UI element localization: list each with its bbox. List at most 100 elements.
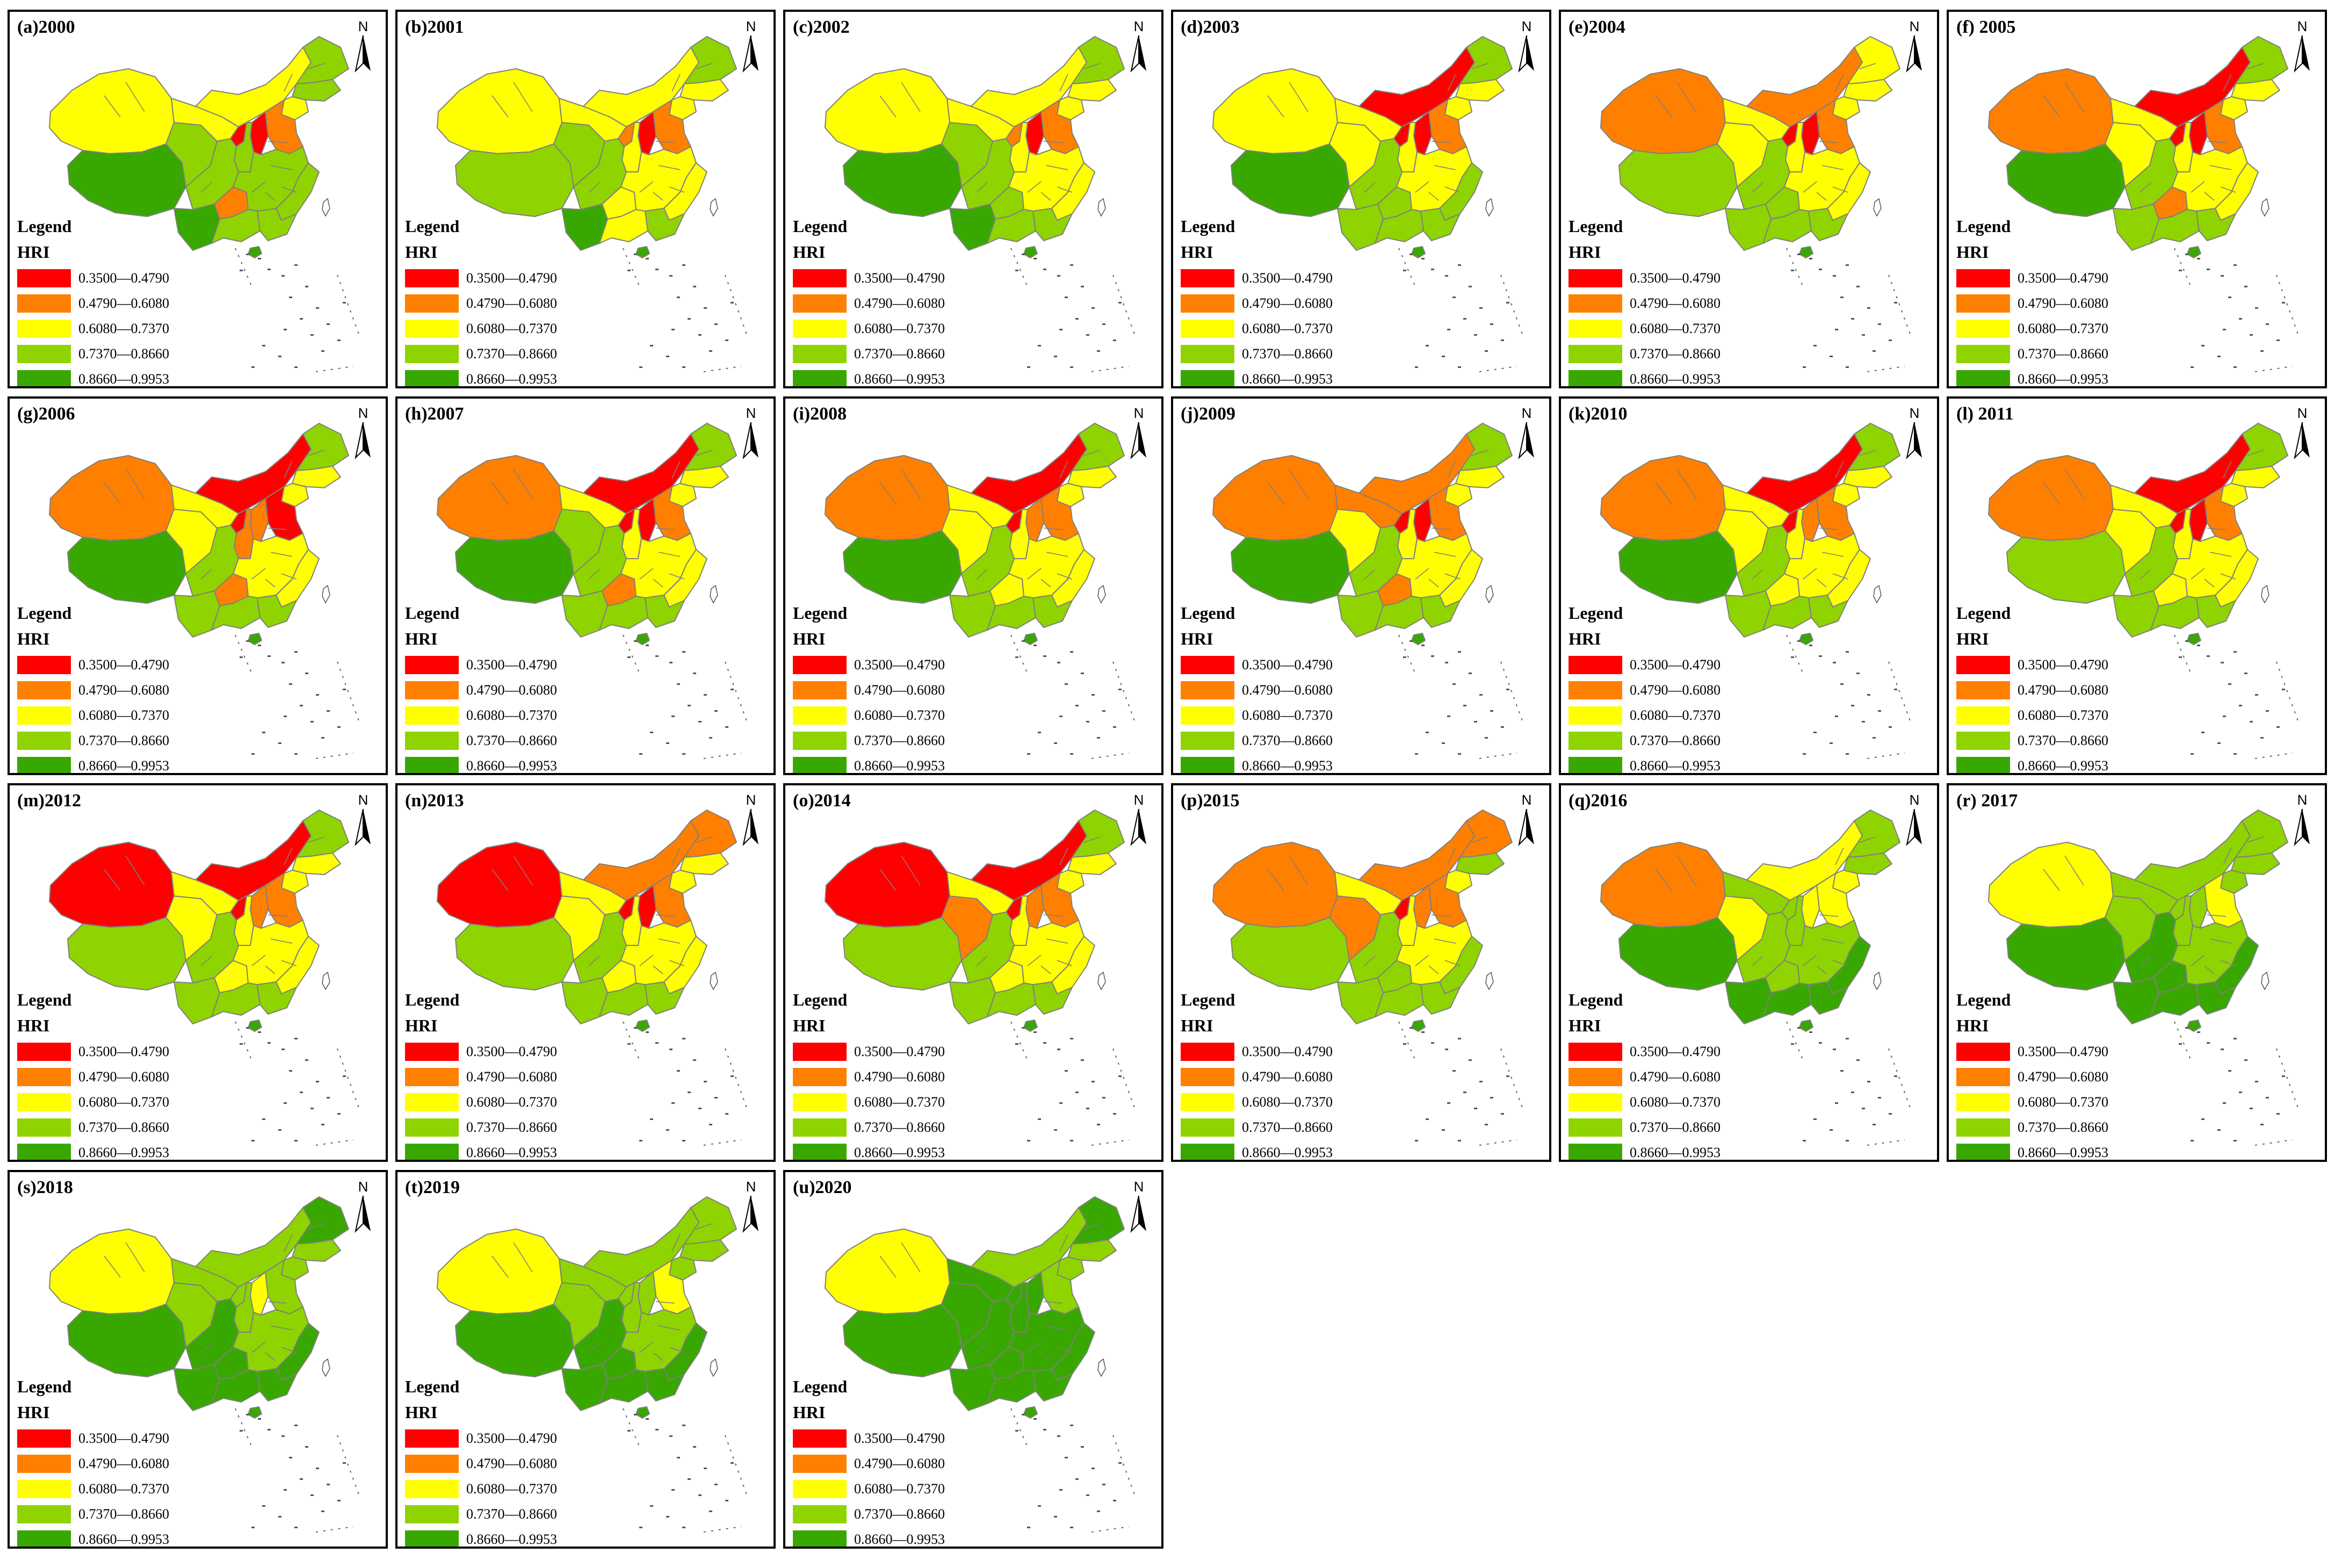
- north-label: N: [2297, 18, 2308, 34]
- legend-range-label: 0.8660—0.9953: [2018, 371, 2108, 387]
- legend-swatch: [17, 1042, 71, 1061]
- taiwan-outline: [1873, 198, 1882, 217]
- legend-range-label: 0.3500—0.4790: [466, 270, 557, 286]
- province-border: [1059, 1223, 1101, 1252]
- region-north-china: [653, 873, 691, 928]
- region-tibet: [455, 530, 574, 604]
- province-border: [1752, 181, 1827, 201]
- legend-swatch: [1568, 681, 1622, 699]
- legend-item: 0.8660—0.9953: [793, 1140, 1018, 1160]
- south-sea-islands: [623, 1021, 747, 1146]
- legend-range-label: 0.8660—0.9953: [78, 757, 169, 774]
- taiwan-outline: [710, 198, 718, 217]
- legend-subtitle: HRI: [405, 1016, 438, 1035]
- legend-range-label: 0.6080—0.7370: [2018, 320, 2108, 336]
- legend-title: Legend: [1956, 990, 2011, 1009]
- legend-subtitle: HRI: [793, 1403, 826, 1422]
- province-border: [671, 63, 713, 92]
- taiwan-outline: [2261, 971, 2269, 991]
- panel-title: (n)2013: [405, 791, 464, 811]
- south-sea-islands: [235, 634, 359, 759]
- province-border: [2139, 181, 2215, 201]
- legend-range-label: 0.6080—0.7370: [1242, 320, 1333, 336]
- legend-item: 0.8660—0.9953: [405, 1527, 631, 1547]
- region-hainan: [248, 1406, 262, 1419]
- south-sea-islands: [2174, 248, 2298, 372]
- legend: Legend HRI 0.3500—0.4790 0.4790—0.6080 0.608…: [1568, 601, 1794, 773]
- north-label: N: [1133, 405, 1144, 421]
- legend-range-label: 0.7370—0.8660: [2018, 732, 2108, 748]
- south-sea-islands: [1786, 1021, 1911, 1146]
- province-border: [1431, 141, 1461, 193]
- legend-item: 0.4790—0.6080: [405, 677, 631, 703]
- legend-swatch: [1956, 1118, 2010, 1137]
- legend-item: 0.7370—0.8660: [1568, 341, 1794, 366]
- region-hainan: [1799, 1020, 1813, 1032]
- north-label: N: [1909, 405, 1920, 421]
- legend-swatch: [793, 1454, 847, 1473]
- choropleth-map: [1988, 36, 2288, 258]
- choropleth-map: [1212, 423, 1513, 645]
- legend-range-label: 0.3500—0.4790: [78, 656, 169, 673]
- legend-item: 0.8660—0.9953: [17, 1140, 243, 1160]
- legend-swatch: [17, 1067, 71, 1086]
- region-tibet: [2006, 917, 2126, 991]
- legend-swatch: [1181, 269, 1234, 287]
- legend: Legend HRI 0.3500—0.4790 0.4790—0.6080 0.608…: [1181, 214, 1406, 386]
- legend-subtitle: HRI: [793, 1016, 826, 1035]
- legend-swatch: [1181, 344, 1234, 363]
- north-arrow-icon: N: [352, 18, 374, 77]
- legend-item: 0.8660—0.9953: [1568, 1140, 1794, 1160]
- legend-item: 0.4790—0.6080: [1956, 677, 2182, 703]
- region-xinjiang: [437, 68, 562, 154]
- panel-title: (t)2019: [405, 1177, 460, 1197]
- legend-title: Legend: [1568, 990, 1623, 1009]
- legend-swatch: [1181, 319, 1234, 338]
- legend-range-label: 0.8660—0.9953: [466, 1144, 557, 1160]
- south-sea-islands: [2174, 634, 2298, 759]
- legend-item: 0.8660—0.9953: [405, 753, 631, 773]
- province-border: [1059, 63, 1101, 92]
- legend-item: 0.6080—0.7370: [1956, 316, 2182, 341]
- province-border: [1431, 528, 1461, 580]
- region-hainan: [1799, 246, 1813, 258]
- region-north-china: [1040, 486, 1079, 541]
- region-guangdong: [1808, 981, 1848, 1015]
- south-sea-islands: [623, 248, 747, 372]
- panel-title: (h)2007: [405, 404, 464, 424]
- legend-swatch: [793, 1505, 847, 1523]
- south-sea-islands: [2174, 1021, 2298, 1146]
- taiwan-outline: [1097, 198, 1106, 217]
- legend-item: 0.6080—0.7370: [1956, 1089, 2182, 1115]
- region-tibet: [1618, 143, 1738, 217]
- region-hainan: [1411, 1020, 1426, 1032]
- north-arrow-icon: N: [352, 1179, 374, 1238]
- province-border: [2139, 568, 2215, 588]
- province-border: [1267, 82, 1309, 118]
- region-north-china: [1040, 99, 1079, 154]
- legend-range-label: 0.4790—0.6080: [466, 295, 557, 311]
- legend-swatch: [793, 1429, 847, 1448]
- legend-swatch: [17, 1505, 71, 1523]
- legend-range-label: 0.7370—0.8660: [854, 732, 945, 748]
- region-tibet: [67, 917, 186, 991]
- legend-swatch: [1568, 370, 1622, 386]
- legend-title: Legend: [793, 1377, 848, 1396]
- legend-range-label: 0.7370—0.8660: [466, 345, 557, 362]
- legend-swatch: [1181, 756, 1234, 773]
- region-tibet: [1618, 530, 1738, 604]
- legend-swatch: [17, 294, 71, 313]
- north-label: N: [1133, 1179, 1144, 1195]
- region-north-china: [1428, 99, 1467, 154]
- south-sea-islands: [235, 248, 359, 372]
- legend-item: 0.6080—0.7370: [793, 1089, 1018, 1115]
- panel-title: (a)2000: [17, 17, 75, 37]
- map-panel: (p)2015 N Legend HRI 0.3500—0.4790 0.4790—0.6…: [1171, 783, 1551, 1162]
- legend-range-label: 0.3500—0.4790: [2018, 656, 2108, 673]
- legend-subtitle: HRI: [17, 629, 50, 648]
- south-sea-islands: [1010, 634, 1135, 759]
- legend-swatch: [1568, 731, 1622, 750]
- legend: Legend HRI 0.3500—0.4790 0.4790—0.6080 0.608…: [17, 214, 243, 386]
- legend-swatch: [405, 681, 459, 699]
- region-xinjiang: [437, 842, 562, 928]
